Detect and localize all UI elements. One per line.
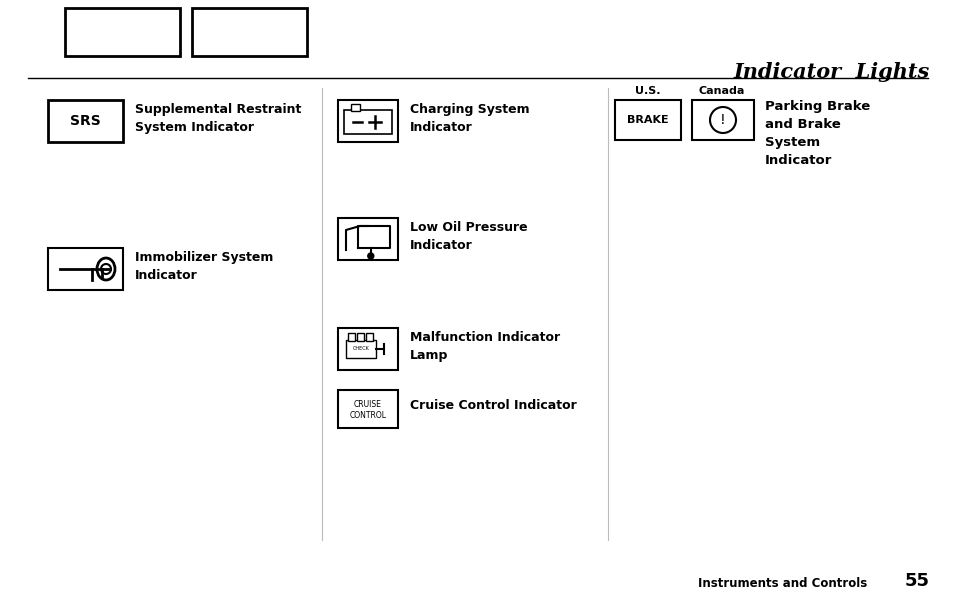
Bar xyxy=(65,8,180,56)
Text: CONTROL: CONTROL xyxy=(349,411,386,420)
Bar xyxy=(344,110,392,134)
Bar xyxy=(356,333,364,341)
Text: CRUISE: CRUISE xyxy=(354,400,381,409)
Text: Cruise Control Indicator: Cruise Control Indicator xyxy=(410,399,577,412)
Bar xyxy=(48,248,123,290)
Bar xyxy=(337,390,397,428)
Text: U.S.: U.S. xyxy=(635,86,660,96)
Bar xyxy=(48,100,123,142)
Text: BRAKE: BRAKE xyxy=(626,115,668,125)
Bar xyxy=(615,100,680,140)
Bar xyxy=(346,340,375,358)
Text: Charging System
Indicator: Charging System Indicator xyxy=(410,103,529,134)
Bar xyxy=(192,8,307,56)
Bar xyxy=(337,328,397,370)
Bar xyxy=(337,100,397,142)
Text: !: ! xyxy=(720,113,725,127)
Bar xyxy=(337,218,397,260)
Bar xyxy=(348,333,355,341)
Bar xyxy=(351,104,359,111)
Text: Low Oil Pressure
Indicator: Low Oil Pressure Indicator xyxy=(410,221,527,252)
Bar xyxy=(366,333,373,341)
Text: Instruments and Controls: Instruments and Controls xyxy=(698,577,866,590)
Text: Parking Brake
and Brake
System
Indicator: Parking Brake and Brake System Indicator xyxy=(764,100,869,167)
Text: Immobilizer System
Indicator: Immobilizer System Indicator xyxy=(135,251,274,282)
Circle shape xyxy=(368,253,374,259)
Text: CHECK: CHECK xyxy=(353,346,369,351)
Text: Malfunction Indicator
Lamp: Malfunction Indicator Lamp xyxy=(410,331,559,362)
Text: SRS: SRS xyxy=(71,114,101,128)
Text: Canada: Canada xyxy=(699,86,744,96)
Bar xyxy=(691,100,753,140)
Text: Indicator  Lights: Indicator Lights xyxy=(733,62,929,82)
Text: 55: 55 xyxy=(904,572,929,590)
Text: Supplemental Restraint
System Indicator: Supplemental Restraint System Indicator xyxy=(135,103,301,134)
